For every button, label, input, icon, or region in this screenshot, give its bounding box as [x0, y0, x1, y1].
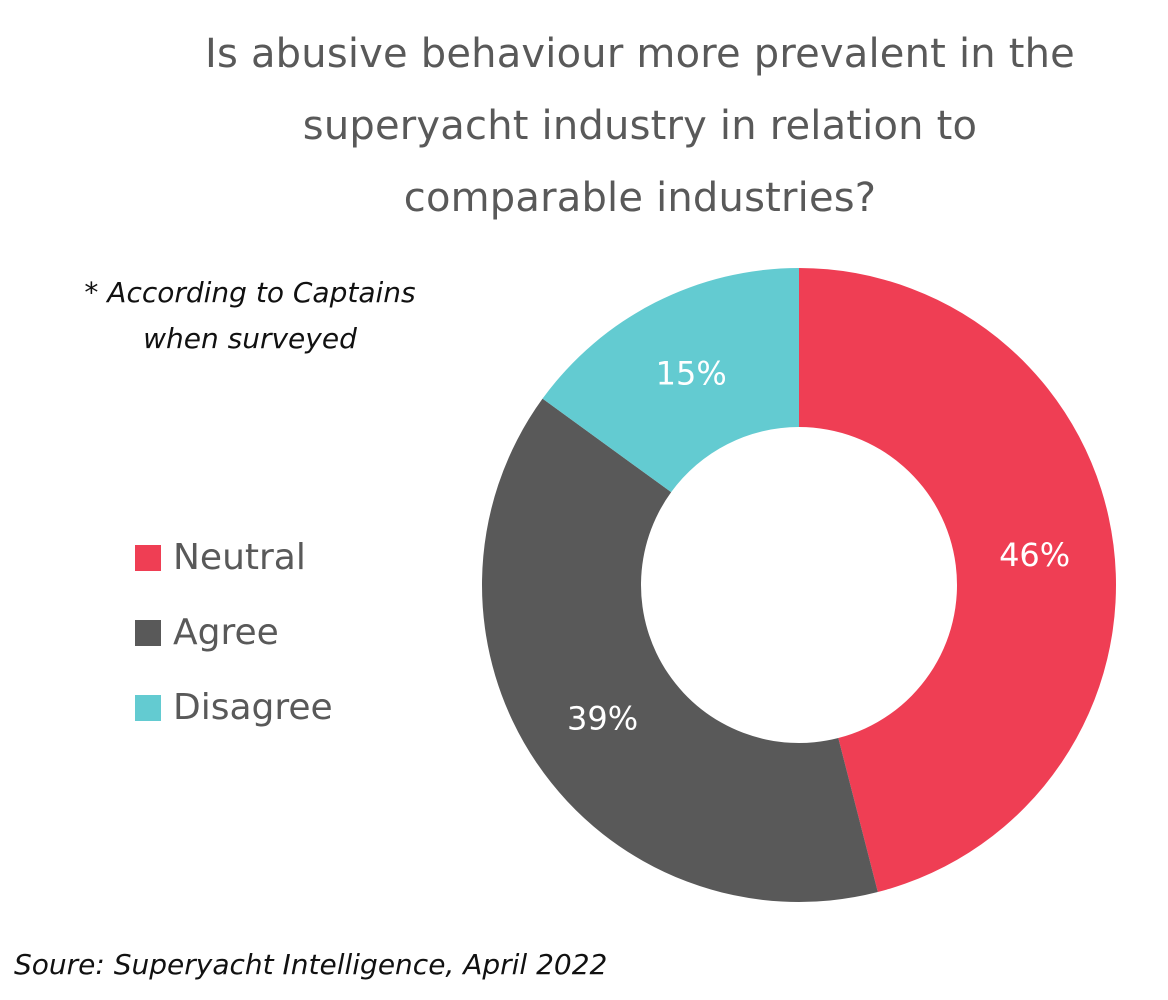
chart-legend: Neutral Agree Disagree: [135, 520, 435, 745]
donut-slice-disagree: [542, 268, 799, 493]
title-line-1: Is abusive behaviour more prevalent in t…: [205, 31, 1075, 77]
legend-label-agree: Agree: [173, 612, 279, 653]
donut-chart: 46% 39% 15%: [482, 268, 1116, 902]
donut-slice-agree: [482, 398, 878, 902]
legend-item-agree: Agree: [135, 595, 435, 670]
legend-swatch-agree: [135, 619, 161, 646]
source-note: Soure: Superyacht Intelligence, April 20…: [14, 948, 608, 981]
donut-slice-neutral: [799, 268, 1116, 893]
legend-item-neutral: Neutral: [135, 520, 435, 595]
slice-label-neutral: 46%: [999, 536, 1070, 574]
legend-item-disagree: Disagree: [135, 670, 435, 745]
slice-label-disagree: 15%: [656, 354, 727, 392]
donut-slices: [482, 268, 1116, 902]
slice-label-agree: 39%: [567, 699, 638, 737]
donut-labels: 46% 39% 15%: [567, 354, 1070, 737]
title-line-3: comparable industries?: [403, 175, 877, 221]
chart-title: Is abusive behaviour more prevalent in t…: [120, 18, 1160, 234]
legend-label-disagree: Disagree: [173, 687, 333, 728]
survey-note: * According to Captains when surveyed: [40, 270, 460, 362]
survey-note-line-2: when surveyed: [143, 322, 357, 355]
survey-note-line-1: * According to Captains: [84, 276, 416, 309]
legend-swatch-neutral: [135, 544, 161, 571]
legend-label-neutral: Neutral: [173, 537, 306, 578]
title-line-2: superyacht industry in relation to: [302, 103, 978, 149]
legend-swatch-disagree: [135, 694, 161, 721]
